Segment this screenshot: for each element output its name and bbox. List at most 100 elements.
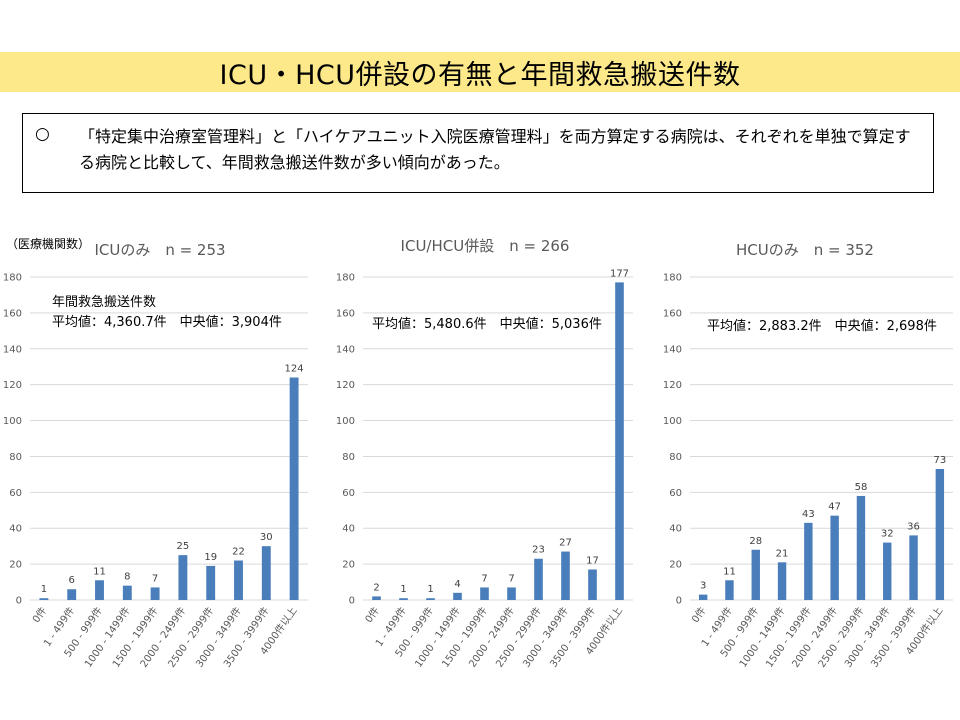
bar-value-label: 58 — [855, 482, 868, 493]
bar — [122, 585, 132, 600]
y-tick-label: 140 — [663, 344, 682, 355]
bar — [453, 592, 462, 600]
bar-value-label: 30 — [260, 532, 273, 543]
chart-annotation: 平均値：5,480.6件 中央値：5,036件 — [372, 316, 602, 332]
y-tick-label: 180 — [663, 273, 682, 284]
y-tick-label: 80 — [9, 452, 22, 463]
bar — [426, 598, 435, 600]
y-tick-label: 60 — [9, 488, 22, 499]
bar — [39, 598, 49, 600]
y-tick-label: 140 — [3, 344, 22, 355]
bar-value-label: 11 — [723, 566, 736, 577]
chart-annotation: 年間救急搬送件数 — [52, 294, 156, 310]
bar — [588, 569, 597, 600]
y-tick-label: 60 — [669, 488, 682, 499]
chart-icu-only: ICUのみ n = 253 0 20 40 60 80 100 120 140 160 180 1 0件… — [3, 241, 308, 670]
bar-value-label: 1 — [400, 584, 406, 595]
y-tick-label: 160 — [3, 308, 22, 319]
bar — [178, 555, 188, 600]
bar — [804, 522, 813, 600]
y-tick-label: 80 — [342, 452, 355, 463]
category-label: 0件 — [363, 605, 382, 625]
summary-text: 「特定集中治療室管理料」と「ハイケアユニット入院医療管理料」を両方算定する病院は… — [79, 127, 911, 172]
y-tick-label: 120 — [663, 380, 682, 391]
bar — [698, 594, 708, 600]
y-tick-label: 40 — [9, 524, 22, 535]
bar-value-label: 3 — [700, 581, 706, 592]
y-tick-label: 100 — [3, 416, 22, 427]
y-tick-label: 40 — [342, 524, 355, 535]
chart-icu-hcu: ICU/HCU併設 n = 266 0 20 40 60 80 100 120 140 160 18… — [336, 237, 633, 670]
bar-value-label: 2 — [373, 582, 379, 593]
bar-value-label: 1 — [427, 584, 433, 595]
bar-value-label: 73 — [933, 455, 946, 466]
category-label: 0件 — [30, 605, 49, 625]
bar — [534, 558, 543, 600]
summary-bullet: ○ — [35, 124, 50, 144]
bar-value-label: 23 — [532, 545, 545, 556]
y-tick-label: 160 — [663, 308, 682, 319]
bar — [935, 469, 945, 600]
bar — [725, 580, 734, 600]
bar-value-label: 11 — [93, 566, 106, 577]
y-tick-label: 40 — [669, 524, 682, 535]
y-tick-label: 20 — [342, 560, 355, 571]
bar — [830, 515, 839, 600]
title-band: ICU・HCU併設の有無と年間救急搬送件数 — [0, 52, 960, 92]
chart-title: ICUのみ n = 253 — [94, 241, 225, 259]
bar — [751, 549, 760, 600]
y-tick-label: 0 — [16, 596, 22, 607]
bar — [150, 587, 160, 600]
bar-value-label: 177 — [610, 268, 629, 279]
bar-value-label: 22 — [232, 547, 245, 558]
y-tick-label: 100 — [336, 416, 355, 427]
bar — [561, 551, 570, 600]
y-unit-label: （医療機関数） — [6, 237, 91, 251]
chart-annotation: 平均値：4,360.7件 中央値：3,904件 — [52, 314, 282, 330]
bar-value-label: 17 — [586, 555, 599, 566]
chart-hcu-only: HCUのみ n = 352 0 20 40 60 80 100 120 140 160 180 3 0件… — [663, 241, 953, 670]
bar — [289, 377, 299, 600]
bar — [399, 598, 408, 600]
bar — [507, 587, 516, 600]
bar — [615, 282, 624, 600]
y-tick-label: 180 — [3, 273, 22, 284]
y-tick-label: 20 — [669, 560, 682, 571]
bar — [261, 546, 271, 600]
bar-value-label: 27 — [559, 538, 572, 549]
chart-annotation: 平均値：2,883.2件 中央値：2,698件 — [707, 318, 937, 334]
bar-value-label: 1 — [41, 584, 47, 595]
bar — [480, 587, 489, 600]
y-tick-label: 180 — [336, 273, 355, 284]
y-tick-label: 60 — [342, 488, 355, 499]
page-title: ICU・HCU併設の有無と年間救急搬送件数 — [219, 59, 741, 91]
y-tick-label: 100 — [663, 416, 682, 427]
y-tick-label: 20 — [9, 560, 22, 571]
bar — [67, 589, 77, 600]
bar-value-label: 124 — [285, 363, 304, 374]
bar — [856, 495, 866, 600]
bar-value-label: 7 — [152, 573, 158, 584]
y-tick-label: 80 — [669, 452, 682, 463]
bar-value-label: 36 — [907, 521, 920, 532]
bar-value-label: 7 — [508, 573, 514, 584]
chart-title: HCUのみ n = 352 — [736, 241, 874, 259]
bar-value-label: 4 — [454, 579, 460, 590]
y-tick-label: 0 — [349, 596, 355, 607]
y-tick-label: 0 — [676, 596, 682, 607]
bar-value-label: 28 — [749, 536, 762, 547]
bar — [777, 562, 787, 600]
bar — [206, 565, 216, 600]
bar-value-label: 7 — [481, 573, 487, 584]
bar-value-label: 6 — [69, 575, 75, 586]
bar — [372, 596, 381, 600]
y-tick-label: 120 — [3, 380, 22, 391]
y-tick-label: 140 — [336, 344, 355, 355]
bar-value-label: 47 — [828, 502, 841, 513]
y-tick-label: 160 — [336, 308, 355, 319]
category-label: 0件 — [689, 605, 708, 625]
bar — [883, 542, 892, 600]
bar — [234, 560, 243, 600]
bar-value-label: 21 — [776, 548, 789, 559]
chart-title: ICU/HCU併設 n = 266 — [401, 237, 570, 255]
